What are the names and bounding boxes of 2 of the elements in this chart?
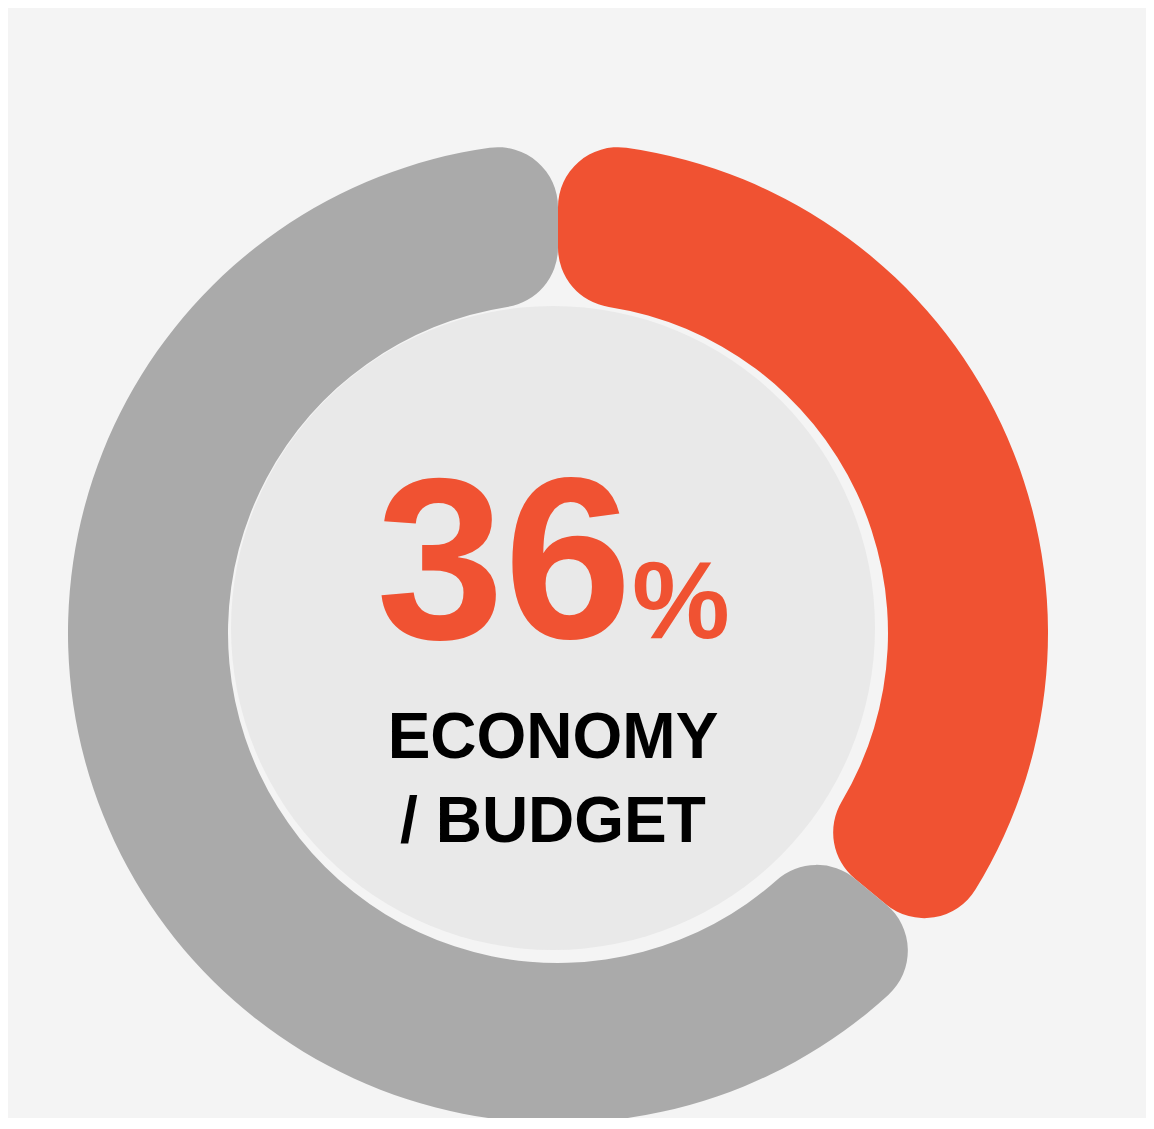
data-label: 36% <box>376 430 730 687</box>
text: ECONOMY / BUDGET <box>387 700 719 856</box>
